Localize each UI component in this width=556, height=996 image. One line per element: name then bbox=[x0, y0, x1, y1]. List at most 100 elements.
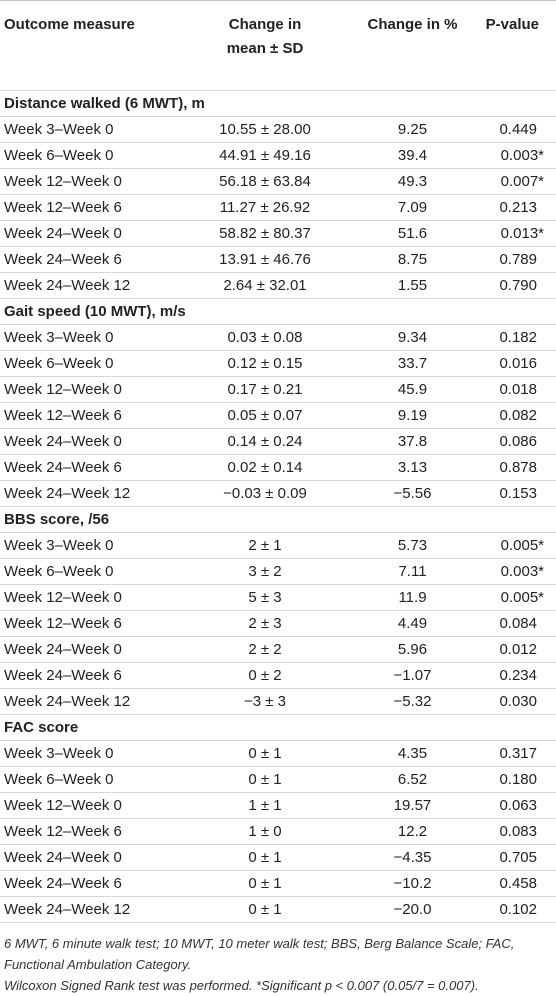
cell: 7.11 bbox=[340, 558, 485, 585]
cell: 0.790 bbox=[485, 272, 556, 299]
cell: 0 ± 1 bbox=[190, 870, 340, 897]
cell: 0.153 bbox=[485, 480, 556, 507]
cell: −0.03 ± 0.09 bbox=[190, 480, 340, 507]
cell: Week 6–Week 0 bbox=[0, 766, 190, 793]
data-row: Week 12–Week 6 0.05 ± 0.07 9.19 0.082 bbox=[0, 402, 556, 429]
cell: Week 12–Week 6 bbox=[0, 402, 190, 429]
cell: 39.4 bbox=[340, 142, 485, 169]
cell: 0.458 bbox=[485, 870, 556, 897]
cell: 0.17 ± 0.21 bbox=[190, 376, 340, 403]
cell: 7.09 bbox=[340, 194, 485, 221]
section-title: Distance walked (6 MWT), m bbox=[0, 90, 556, 117]
header-row: Outcome measure Change in mean ± SD Change… bbox=[0, 0, 556, 91]
column-header: Change in mean ± SD bbox=[190, 0, 340, 91]
cell: −4.35 bbox=[340, 844, 485, 871]
data-row: Week 12–Week 6 11.27 ± 26.92 7.09 0.213 bbox=[0, 194, 556, 221]
cell: 0 ± 1 bbox=[190, 896, 340, 923]
cell: Week 6–Week 0 bbox=[0, 142, 190, 169]
cell: 0.012 bbox=[485, 636, 556, 663]
data-row: Week 24–Week 12 −3 ± 3 −5.32 0.030 bbox=[0, 688, 556, 715]
cell: Week 24–Week 12 bbox=[0, 272, 190, 299]
cell: 3.13 bbox=[340, 454, 485, 481]
results-table: Outcome measure Change in mean ± SD Change… bbox=[0, 0, 556, 923]
cell: 33.7 bbox=[340, 350, 485, 377]
cell: Week 6–Week 0 bbox=[0, 558, 190, 585]
cell: 5.96 bbox=[340, 636, 485, 663]
cell: 49.3 bbox=[340, 168, 485, 195]
section-title: BBS score, /56 bbox=[0, 506, 556, 533]
section-row: BBS score, /56 bbox=[0, 506, 556, 533]
cell: 0.013* bbox=[485, 220, 556, 247]
cell: 0.213 bbox=[485, 194, 556, 221]
cell: 0.082 bbox=[485, 402, 556, 429]
cell: 0.789 bbox=[485, 246, 556, 273]
section-row: FAC score bbox=[0, 714, 556, 741]
section-row: Distance walked (6 MWT), m bbox=[0, 90, 556, 117]
cell: 0.14 ± 0.24 bbox=[190, 428, 340, 455]
cell: 37.8 bbox=[340, 428, 485, 455]
data-row: Week 24–Week 12 −0.03 ± 0.09 −5.56 0.153 bbox=[0, 480, 556, 507]
cell: Week 24–Week 0 bbox=[0, 428, 190, 455]
cell: 3 ± 2 bbox=[190, 558, 340, 585]
cell: Week 12–Week 0 bbox=[0, 168, 190, 195]
cell: Week 24–Week 0 bbox=[0, 636, 190, 663]
cell: 9.25 bbox=[340, 116, 485, 143]
cell: 0.02 ± 0.14 bbox=[190, 454, 340, 481]
cell: Week 24–Week 0 bbox=[0, 220, 190, 247]
section-title: FAC score bbox=[0, 714, 556, 741]
cell: Week 12–Week 0 bbox=[0, 792, 190, 819]
data-row: Week 6–Week 0 44.91 ± 49.16 39.4 0.003* bbox=[0, 142, 556, 169]
cell: 8.75 bbox=[340, 246, 485, 273]
cell: −10.2 bbox=[340, 870, 485, 897]
cell: 0.003* bbox=[485, 558, 556, 585]
cell: 58.82 ± 80.37 bbox=[190, 220, 340, 247]
column-header: Outcome measure bbox=[0, 0, 190, 91]
cell: Week 3–Week 0 bbox=[0, 116, 190, 143]
cell: −3 ± 3 bbox=[190, 688, 340, 715]
cell: 0.018 bbox=[485, 376, 556, 403]
cell: 0.086 bbox=[485, 428, 556, 455]
cell: 0.449 bbox=[485, 116, 556, 143]
cell: 0.12 ± 0.15 bbox=[190, 350, 340, 377]
section-row: Gait speed (10 MWT), m/s bbox=[0, 298, 556, 325]
data-row: Week 6–Week 0 0.12 ± 0.15 33.7 0.016 bbox=[0, 350, 556, 377]
cell: 0.005* bbox=[485, 532, 556, 559]
column-header: Change in % bbox=[340, 0, 485, 91]
cell: 11.27 ± 26.92 bbox=[190, 194, 340, 221]
cell: 0.102 bbox=[485, 896, 556, 923]
cell: −5.32 bbox=[340, 688, 485, 715]
cell: 13.91 ± 46.76 bbox=[190, 246, 340, 273]
cell: 9.34 bbox=[340, 324, 485, 351]
cell: 4.35 bbox=[340, 740, 485, 767]
cell: 6.52 bbox=[340, 766, 485, 793]
cell: Week 24–Week 0 bbox=[0, 844, 190, 871]
footnotes: 6 MWT, 6 minute walk test; 10 MWT, 10 me… bbox=[0, 923, 556, 996]
cell: Week 3–Week 0 bbox=[0, 324, 190, 351]
section-title: Gait speed (10 MWT), m/s bbox=[0, 298, 556, 325]
cell: 0.705 bbox=[485, 844, 556, 871]
cell: Week 24–Week 12 bbox=[0, 480, 190, 507]
cell: 0.182 bbox=[485, 324, 556, 351]
cell: −5.56 bbox=[340, 480, 485, 507]
cell: Week 24–Week 6 bbox=[0, 662, 190, 689]
footnote: 6 MWT, 6 minute walk test; 10 MWT, 10 me… bbox=[4, 936, 515, 972]
cell: 1.55 bbox=[340, 272, 485, 299]
cell: 2 ± 2 bbox=[190, 636, 340, 663]
cell: 2 ± 3 bbox=[190, 610, 340, 637]
data-row: Week 12–Week 0 56.18 ± 63.84 49.3 0.007* bbox=[0, 168, 556, 195]
cell: 5.73 bbox=[340, 532, 485, 559]
cell: 0.317 bbox=[485, 740, 556, 767]
cell: 44.91 ± 49.16 bbox=[190, 142, 340, 169]
cell: Week 24–Week 12 bbox=[0, 688, 190, 715]
data-row: Week 24–Week 0 0.14 ± 0.24 37.8 0.086 bbox=[0, 428, 556, 455]
cell: 11.9 bbox=[340, 584, 485, 611]
cell: 0 ± 1 bbox=[190, 740, 340, 767]
data-row: Week 24–Week 12 2.64 ± 32.01 1.55 0.790 bbox=[0, 272, 556, 299]
cell: Week 12–Week 6 bbox=[0, 194, 190, 221]
